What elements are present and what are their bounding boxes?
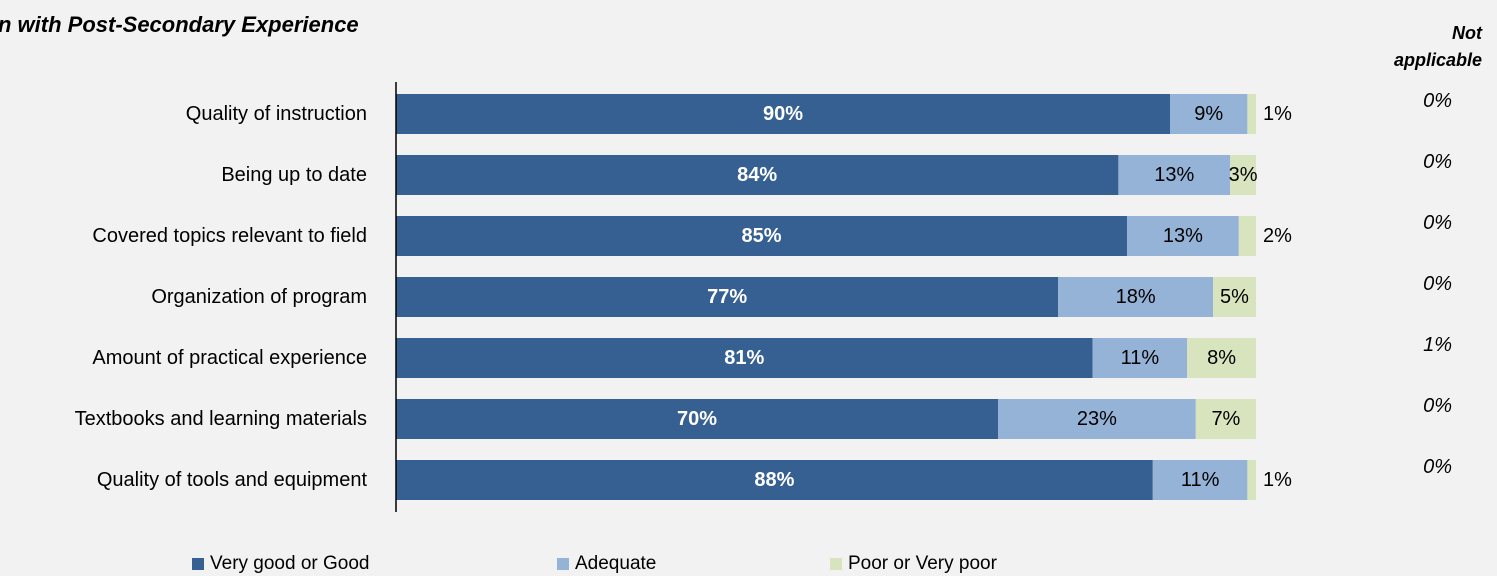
data-label-poor: 8% — [1207, 347, 1236, 369]
data-label-adequate: 13% — [1154, 164, 1194, 186]
bar-poor — [1247, 460, 1256, 500]
not-applicable-header: Not applicable — [1393, 23, 1482, 70]
bar-poor — [1187, 338, 1256, 378]
category-label: Being up to date — [221, 164, 367, 186]
chart-title: n with Post-Secondary Experience — [0, 12, 359, 37]
not-applicable-value: 0% — [1423, 90, 1452, 112]
data-label-adequate: 13% — [1163, 225, 1203, 247]
bar-poor — [1195, 399, 1256, 439]
data-label-poor: 7% — [1211, 408, 1240, 430]
bar-poor — [1247, 94, 1256, 134]
data-label-poor: 3% — [1229, 164, 1258, 186]
not-applicable-value: 0% — [1423, 212, 1452, 234]
legend-label-poor: Poor or Very poor — [848, 553, 997, 574]
data-label-poor: 5% — [1220, 286, 1249, 308]
bar-adequate — [1170, 94, 1248, 134]
stacked-bar-chart: Quality of instruction 90% 9% 1% 0% Being up … — [75, 82, 1452, 512]
data-label-very-good: 85% — [741, 225, 781, 247]
data-label-adequate: 18% — [1116, 286, 1156, 308]
data-label-very-good: 90% — [763, 103, 803, 125]
data-label-adequate: 9% — [1194, 103, 1223, 125]
not-applicable-value: 0% — [1423, 151, 1452, 173]
bar-adequate — [998, 399, 1196, 439]
legend-swatch-very-good — [192, 558, 204, 570]
legend-item-adequate: Adequate — [557, 553, 656, 575]
data-label-poor: 1% — [1263, 469, 1292, 491]
bar-poor — [1230, 155, 1256, 195]
legend-swatch-adequate — [557, 558, 569, 570]
legend-label-adequate: Adequate — [575, 553, 657, 574]
category-label: Quality of instruction — [186, 103, 367, 125]
not-applicable-value: 0% — [1423, 456, 1452, 478]
bar-very-good — [396, 155, 1119, 195]
legend-label-very-good: Very good or Good — [210, 553, 370, 574]
data-label-adequate: 11% — [1181, 469, 1220, 491]
not-applicable-value: 0% — [1423, 273, 1452, 295]
not-applicable-value: 0% — [1423, 395, 1452, 417]
bar-very-good — [396, 216, 1127, 256]
bar-poor — [1238, 216, 1256, 256]
legend-swatch-poor — [830, 558, 842, 570]
category-label: Amount of practical experience — [92, 347, 367, 369]
bar-very-good — [396, 399, 998, 439]
legend-item-poor: Poor or Very poor — [830, 553, 997, 575]
data-label-adequate: 11% — [1121, 347, 1160, 369]
bar-adequate — [1152, 460, 1248, 500]
data-label-very-good: 77% — [707, 286, 747, 308]
not-applicable-value: 1% — [1423, 334, 1452, 356]
category-label: Quality of tools and equipment — [97, 469, 368, 491]
bar-adequate — [1118, 155, 1231, 195]
category-label: Organization of program — [151, 286, 367, 308]
data-label-poor: 1% — [1263, 103, 1292, 125]
bar-poor — [1213, 277, 1256, 317]
bar-very-good — [396, 277, 1059, 317]
data-label-very-good: 81% — [724, 347, 764, 369]
bar-adequate — [1092, 338, 1188, 378]
data-label-poor: 2% — [1263, 225, 1292, 247]
category-label: Textbooks and learning materials — [75, 408, 367, 430]
bar-adequate — [1058, 277, 1213, 317]
category-label: Covered topics relevant to field — [92, 225, 367, 247]
data-label-very-good: 88% — [754, 469, 794, 491]
bar-adequate — [1127, 216, 1239, 256]
bar-very-good — [396, 94, 1170, 134]
legend-item-very-good: Very good or Good — [192, 553, 370, 575]
data-label-very-good: 70% — [677, 408, 717, 430]
data-label-very-good: 84% — [737, 164, 777, 186]
legend: Very good or Good Adequate Poor or Very … — [0, 553, 1497, 575]
data-label-adequate: 23% — [1077, 408, 1117, 430]
bar-very-good — [396, 338, 1093, 378]
bar-very-good — [396, 460, 1153, 500]
